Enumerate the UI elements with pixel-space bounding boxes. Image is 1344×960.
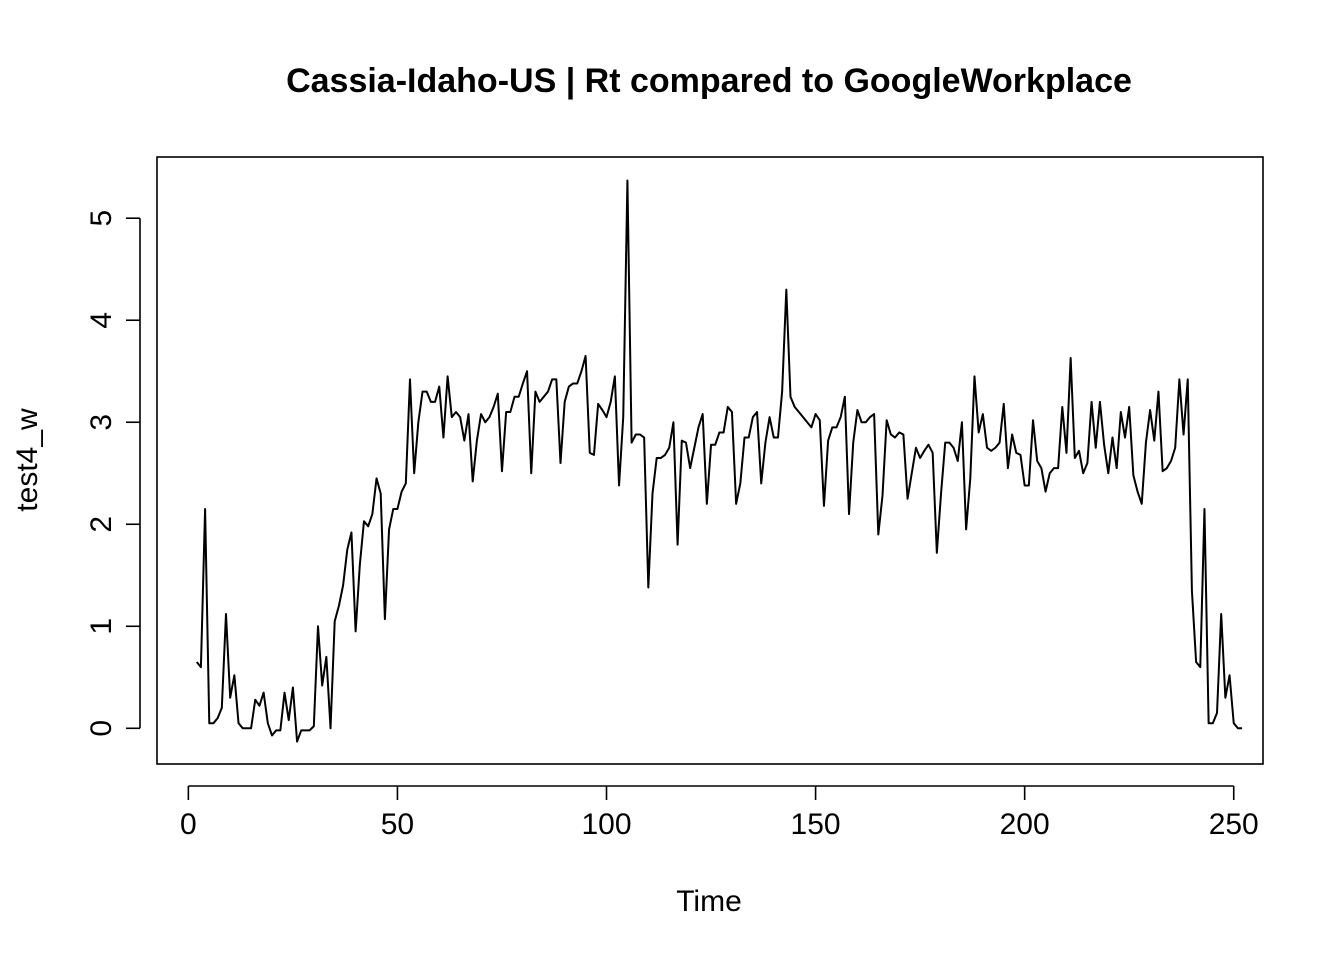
y-axis: 0 1 2 3 4 5	[85, 210, 141, 737]
y-axis-label: test4_w	[11, 408, 44, 512]
y-tick-label: 0	[85, 720, 118, 737]
y-tick-label: 5	[85, 210, 118, 227]
x-tick-label: 100	[581, 808, 631, 841]
x-tick-label: 150	[791, 808, 841, 841]
x-axis: 0 50 100 150 200 250	[180, 785, 1259, 841]
x-tick-label: 50	[381, 808, 414, 841]
y-tick-label: 1	[85, 618, 118, 635]
x-tick-label: 200	[1000, 808, 1050, 841]
y-tick-label: 3	[85, 414, 118, 431]
series-layer	[195, 179, 1243, 743]
x-tick-label: 250	[1209, 808, 1259, 841]
x-axis-label: Time	[676, 885, 742, 918]
y-tick-label: 2	[85, 516, 118, 533]
y-tick-label: 4	[85, 312, 118, 329]
series-line-0	[195, 179, 1243, 743]
chart-title: Cassia-Idaho-US | Rt compared to GoogleW…	[286, 62, 1132, 100]
plot-frame	[156, 156, 1264, 765]
x-tick-label: 0	[180, 808, 197, 841]
